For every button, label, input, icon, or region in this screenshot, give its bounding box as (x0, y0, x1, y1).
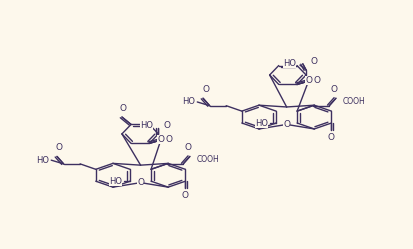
Text: O: O (304, 76, 311, 85)
Text: HO: HO (36, 156, 50, 165)
Text: O: O (163, 121, 170, 130)
Text: O: O (309, 57, 316, 66)
Text: HO: HO (282, 59, 295, 67)
Text: O: O (184, 143, 191, 152)
Text: HO: HO (255, 119, 268, 127)
Text: O: O (119, 104, 126, 113)
Text: O: O (330, 85, 337, 94)
Text: O: O (56, 143, 63, 152)
Text: O: O (327, 133, 334, 142)
Text: O: O (181, 191, 188, 200)
Text: O: O (312, 76, 319, 85)
Text: HO: HO (140, 121, 153, 130)
Text: HO: HO (109, 177, 122, 186)
Text: COOH: COOH (342, 97, 364, 106)
Text: HO: HO (182, 97, 195, 107)
Text: COOH: COOH (196, 155, 218, 164)
Text: O: O (157, 135, 164, 144)
Text: O: O (165, 135, 172, 144)
Text: O: O (202, 85, 209, 94)
Text: O: O (282, 120, 290, 129)
Text: O: O (137, 178, 144, 187)
